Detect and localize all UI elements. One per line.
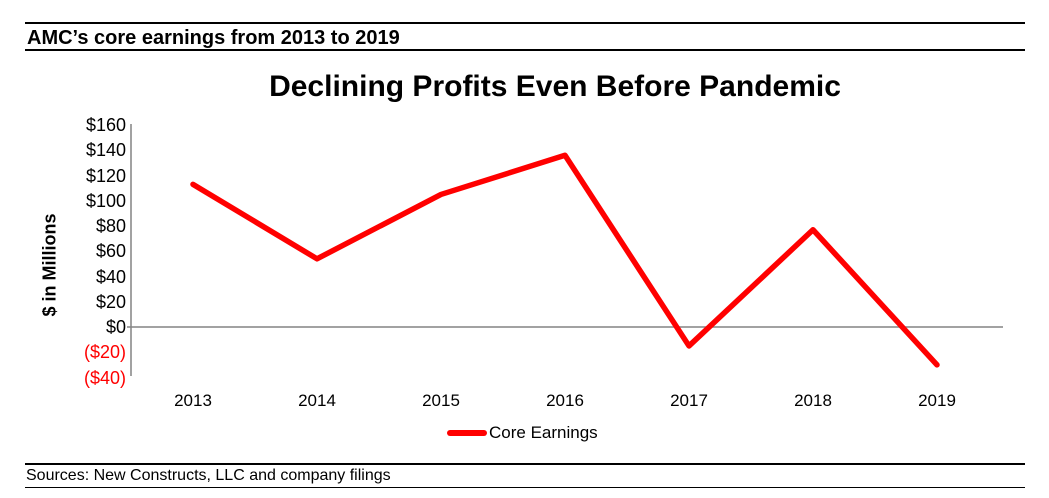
core-earnings-line (190, 152, 940, 368)
header-rule-bottom (25, 49, 1025, 51)
header-rule-top (25, 22, 1025, 24)
y-tick-label: $160 (85, 115, 126, 135)
x-tick-label: 2015 (422, 391, 460, 410)
y-tick-label: $60 (95, 241, 126, 262)
y-tick-label: $120 (85, 165, 126, 186)
footer-rule-top (25, 463, 1025, 465)
y-tick-label: $40 (95, 266, 126, 287)
legend-label: Core Earnings (489, 423, 598, 442)
y-tick-label: $20 (95, 291, 126, 312)
report-header-title: AMC’s core earnings from 2013 to 2019 (27, 27, 400, 49)
x-tick-label: 2013 (174, 391, 212, 410)
y-tick-label: $140 (85, 140, 126, 161)
x-tick-label: 2016 (546, 391, 584, 410)
y-tick-label: ($40) (83, 367, 126, 388)
y-tick-label: $80 (95, 216, 126, 236)
y-tick-label: ($20) (83, 342, 126, 363)
footer-rule-bottom (25, 487, 1025, 489)
legend: Core Earnings (447, 423, 598, 443)
x-tick-label: 2017 (670, 391, 708, 410)
x-tick-label: 2018 (794, 391, 832, 410)
y-tick-label: $0 (105, 317, 126, 337)
legend-line-marker (447, 430, 487, 436)
y-tick-label: $100 (85, 190, 126, 211)
x-tick-label: 2019 (918, 391, 956, 410)
chart-title: Declining Profits Even Before Pandemic (269, 70, 841, 103)
sources-text: Sources: New Constructs, LLC and company… (26, 467, 391, 484)
x-tick-label: 2014 (298, 391, 336, 410)
